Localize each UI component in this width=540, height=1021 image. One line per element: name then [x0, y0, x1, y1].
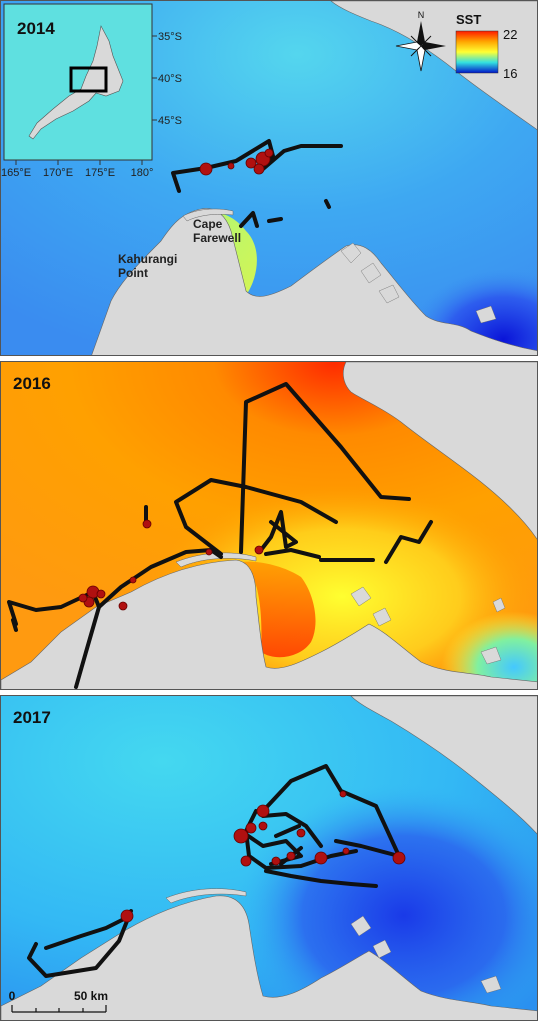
track-line — [97, 548, 223, 609]
sounds-islands — [340, 242, 497, 324]
tracks-2014 — [171, 139, 343, 228]
lon-tick-180: 180° — [131, 167, 154, 179]
map-2014: Cape Farewell Kahurangi Point 35°S — [1, 1, 537, 355]
track-line — [239, 211, 259, 228]
foraging-point — [253, 163, 265, 175]
sst-legend-title: SST — [456, 12, 481, 27]
south-island-land — [1, 895, 537, 1020]
lat-tick-35: 35°S — [158, 31, 182, 43]
foraging-point — [254, 545, 264, 555]
year-label-2016: 2016 — [13, 374, 51, 393]
track-line — [324, 199, 331, 209]
inset-frame — [3, 3, 153, 161]
track-line — [261, 764, 401, 858]
sounds-islands — [350, 915, 502, 994]
track-line — [171, 139, 343, 193]
foraging-point — [264, 148, 274, 158]
scale-end-label: 50 km — [74, 989, 108, 1003]
foraging-point — [96, 589, 106, 599]
track-line — [264, 869, 378, 888]
track-line — [261, 812, 323, 848]
foraging-point — [286, 851, 296, 861]
foraging-point — [240, 855, 252, 867]
north-label: N — [418, 10, 425, 20]
north-island-land — [342, 362, 537, 540]
points-2014 — [199, 148, 274, 176]
south-island-land — [91, 208, 537, 355]
north-arrow: N — [395, 10, 446, 72]
sst-legend: SST 22 16 — [455, 12, 517, 81]
inset-study-area-box — [69, 66, 108, 93]
foraging-point — [256, 804, 270, 818]
farewell-spit — [165, 888, 247, 904]
lon-tick-165: 165°E — [1, 167, 31, 179]
track-line — [239, 382, 411, 554]
map-2017: 0 50 km — [1, 696, 537, 1020]
foraging-point — [78, 593, 88, 603]
foraging-point — [142, 519, 152, 529]
foraging-point — [129, 576, 137, 584]
foraging-point — [199, 162, 213, 176]
track-line — [319, 520, 433, 564]
foraging-point — [342, 847, 350, 855]
panel-2014: Cape Farewell Kahurangi Point 35°S — [0, 0, 538, 356]
panel-2017: 0 50 km 2017 — [0, 695, 538, 1021]
sounds-islands — [350, 586, 506, 665]
track-line — [267, 217, 283, 223]
foraging-point — [205, 548, 213, 556]
lat-tick-45: 45°S — [158, 115, 182, 127]
foraging-point — [227, 162, 235, 170]
scale-bar: 0 50 km — [9, 989, 108, 1013]
foraging-point — [258, 821, 268, 831]
farewell-spit — [182, 208, 234, 222]
lon-tick-175: 175°E — [85, 167, 115, 179]
track-line — [11, 618, 18, 632]
inset-new-zealand — [28, 25, 124, 140]
foraging-point — [120, 909, 134, 923]
north-island-land — [350, 696, 537, 835]
track-line — [264, 548, 321, 559]
kahurangi-label-line2: Point — [118, 266, 148, 280]
foraging-point — [245, 157, 257, 169]
foraging-point — [245, 822, 257, 834]
sst-max-label: 22 — [503, 27, 517, 42]
points-2016 — [78, 519, 264, 611]
panel-2016: 2016 — [0, 361, 538, 690]
foraging-point — [339, 790, 347, 798]
foraging-point — [118, 601, 128, 611]
lat-tick-40: 40°S — [158, 73, 182, 85]
track-line — [259, 510, 298, 552]
track-line — [174, 478, 338, 556]
year-label-2014: 2014 — [17, 19, 55, 38]
cape-label-line1: Cape — [193, 217, 223, 231]
map-2016 — [1, 362, 537, 689]
scale-zero-label: 0 — [9, 989, 16, 1003]
foraging-point — [392, 851, 406, 865]
nz-inset-map: 35°S 40°S 45°S 165°E 170°E 175°E 180° — [1, 3, 182, 179]
foraging-point — [233, 828, 249, 844]
foraging-point — [271, 856, 281, 866]
sst-min-label: 16 — [503, 66, 517, 81]
kahurangi-label-line1: Kahurangi — [118, 252, 177, 266]
foraging-point — [314, 851, 328, 865]
sst-color-bar — [455, 30, 499, 74]
warm-bay-water — [241, 561, 316, 658]
lon-tick-170: 170°E — [43, 167, 73, 179]
track-line — [7, 590, 101, 689]
track-line — [27, 909, 133, 978]
tracks-2016 — [7, 382, 433, 689]
farewell-spit — [175, 552, 257, 568]
year-label-2017: 2017 — [13, 708, 51, 727]
inset-ticks — [15, 35, 157, 165]
south-island-land — [1, 559, 537, 689]
points-2017 — [120, 790, 406, 923]
cape-label-line2: Farewell — [193, 231, 241, 245]
foraging-point — [296, 828, 306, 838]
